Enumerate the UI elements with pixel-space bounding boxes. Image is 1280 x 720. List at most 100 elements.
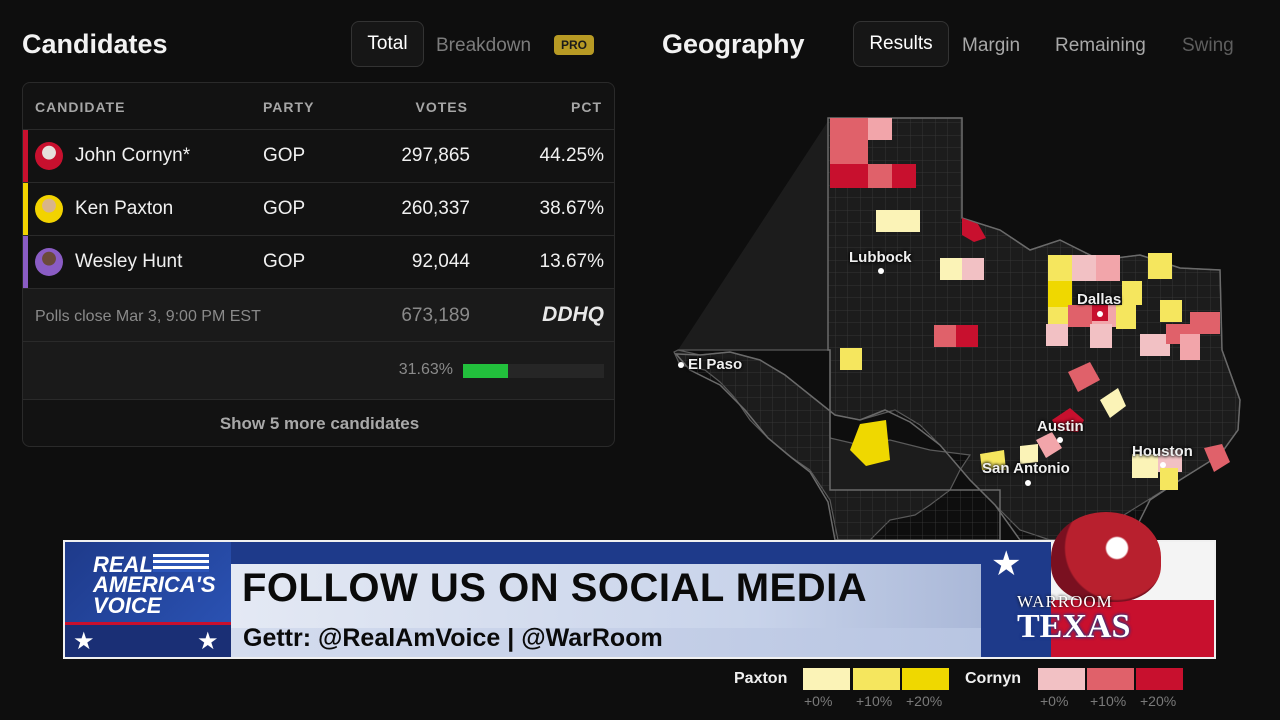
star-icon: ★: [197, 628, 219, 655]
candidate-name: Wesley Hunt: [75, 251, 183, 272]
county[interactable]: [868, 164, 892, 188]
county[interactable]: [1052, 408, 1084, 432]
legend-swatch: [853, 668, 900, 690]
legend-swatch: [803, 668, 850, 690]
pro-badge: PRO: [554, 35, 595, 55]
city-dot: [1160, 462, 1166, 468]
county[interactable]: [1122, 281, 1142, 305]
county[interactable]: [876, 210, 920, 232]
county[interactable]: [1148, 253, 1172, 279]
county[interactable]: [1100, 388, 1126, 418]
county[interactable]: [1090, 324, 1112, 348]
legend-swatch: [902, 668, 949, 690]
city-dot: [878, 268, 884, 274]
county[interactable]: [1132, 454, 1158, 478]
reporting-progress-fill: [463, 364, 508, 378]
candidate-votes: 92,044: [411, 251, 470, 272]
county[interactable]: [1204, 444, 1230, 472]
reporting-progress-bar: [463, 364, 604, 378]
county[interactable]: [1068, 362, 1100, 392]
county[interactable]: [1036, 432, 1062, 458]
table-row[interactable]: Ken Paxton GOP 260,337 38.67%: [23, 182, 614, 236]
party-stripe: [23, 236, 28, 289]
county[interactable]: [1190, 312, 1220, 334]
flag-red-stripe: [1051, 600, 1214, 657]
headline-bar: [231, 564, 981, 628]
tab-swing[interactable]: Swing: [1182, 35, 1234, 56]
county[interactable]: [830, 118, 868, 140]
tab-remaining[interactable]: Remaining: [1055, 35, 1146, 56]
county[interactable]: [1048, 281, 1072, 307]
legend-swatch: [1038, 668, 1085, 690]
reporting-row: 31.63%: [23, 341, 614, 399]
avatar: [35, 195, 63, 223]
city-label-dallas: Dallas: [1077, 291, 1122, 308]
candidate-pct: 44.25%: [539, 145, 604, 166]
reporting-pct: 31.63%: [398, 361, 453, 378]
county[interactable]: [962, 258, 984, 280]
banner-top-bar: [231, 542, 981, 564]
tab-total[interactable]: Total: [351, 21, 424, 67]
county[interactable]: [868, 118, 892, 140]
rav-star-bar: ★ ★: [65, 625, 231, 657]
rav-logo-line3: VOICE: [93, 593, 162, 618]
city-dot: [1025, 480, 1031, 486]
county[interactable]: [1046, 324, 1068, 346]
county[interactable]: [850, 420, 890, 466]
county[interactable]: [962, 218, 986, 242]
party-stripe: [23, 183, 28, 236]
totals-row: Polls close Mar 3, 9:00 PM EST 673,189 D…: [23, 288, 614, 341]
rav-logo-line2: AMERICA'S: [93, 572, 216, 597]
header-pct: PCT: [571, 99, 602, 115]
county[interactable]: [840, 348, 862, 370]
show-more-button[interactable]: Show 5 more candidates: [23, 399, 614, 446]
banner-subline: Gettr: @RealAmVoice | @WarRoom: [243, 624, 663, 652]
county[interactable]: [980, 450, 1006, 470]
table-row[interactable]: Wesley Hunt GOP 92,044 13.67%: [23, 235, 614, 289]
county[interactable]: [892, 164, 916, 188]
county[interactable]: [830, 140, 868, 164]
star-icon: ★: [73, 628, 95, 655]
county[interactable]: [956, 325, 978, 347]
county[interactable]: [1140, 334, 1170, 356]
avatar: [35, 248, 63, 276]
legend-paxton-label: Paxton: [734, 670, 788, 687]
tab-breakdown[interactable]: Breakdown: [436, 35, 532, 56]
lower-third-banner: REAL AMERICA'S VOICE ★ ★ ★ WARROOM TEXAS: [63, 512, 1216, 659]
county[interactable]: [1020, 444, 1038, 464]
county[interactable]: [1096, 255, 1120, 281]
legend-step: +20%: [906, 693, 943, 709]
legend-cornyn-label: Cornyn: [965, 670, 1021, 687]
city-label-houston: Houston: [1132, 443, 1193, 460]
county[interactable]: [1072, 255, 1096, 281]
candidate-name: John Cornyn*: [75, 145, 191, 166]
tab-margin[interactable]: Margin: [962, 35, 1021, 56]
warroom-texas-logo: ★ WARROOM TEXAS: [981, 512, 1214, 657]
candidate-pct: 38.67%: [539, 198, 604, 219]
county[interactable]: [1160, 468, 1178, 490]
county[interactable]: [1116, 305, 1136, 329]
county[interactable]: [1180, 334, 1200, 360]
legend-step: +10%: [1090, 693, 1127, 709]
county[interactable]: [1068, 305, 1092, 327]
county[interactable]: [940, 258, 962, 280]
texas-map[interactable]: [660, 110, 1260, 540]
legend-step: +0%: [1040, 693, 1069, 709]
county[interactable]: [1160, 300, 1182, 322]
legend-swatch: [1087, 668, 1134, 690]
candidate-party: GOP: [263, 198, 306, 219]
party-stripe: [23, 130, 28, 183]
table-row[interactable]: John Cornyn* GOP 297,865 44.25%: [23, 129, 614, 183]
subline-bar: [231, 628, 981, 657]
county[interactable]: [934, 325, 956, 347]
star-icon: ★: [991, 545, 1022, 583]
tab-results[interactable]: Results: [853, 21, 949, 67]
city-label-el-paso: El Paso: [688, 356, 743, 373]
candidates-title: Candidates: [22, 29, 168, 59]
flag-stripes-icon: [153, 554, 209, 572]
candidate-party: GOP: [263, 145, 306, 166]
county[interactable]: [1048, 255, 1072, 281]
county[interactable]: [830, 164, 868, 188]
candidate-pct: 13.67%: [539, 251, 604, 272]
candidates-table: CANDIDATE PARTY VOTES PCT John Cornyn* G…: [22, 82, 615, 447]
